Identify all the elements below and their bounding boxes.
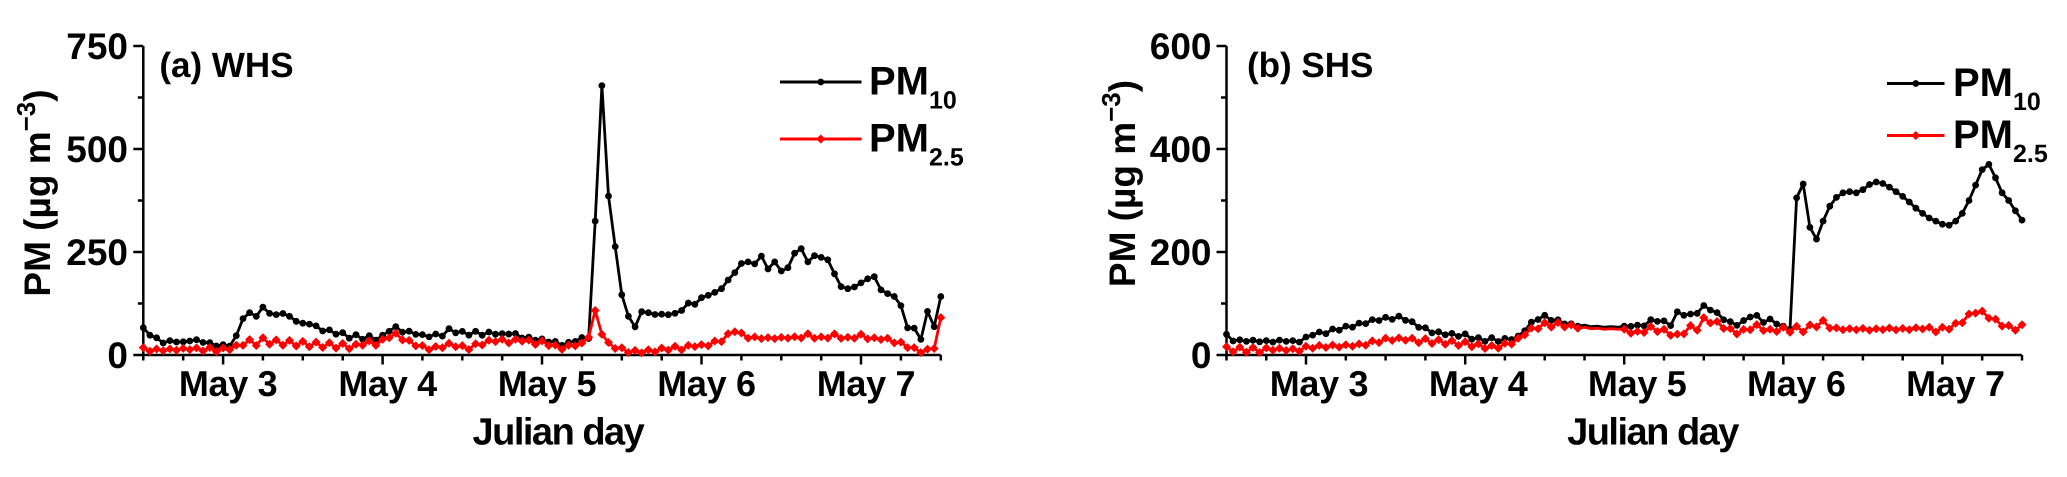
svg-text:May 4: May 4	[338, 363, 437, 404]
svg-text:500: 500	[66, 129, 128, 170]
svg-text:May 7: May 7	[1906, 363, 2005, 404]
svg-text:Julian day: Julian day	[472, 412, 644, 454]
svg-text:May 7: May 7	[817, 363, 916, 404]
svg-text:750: 750	[66, 26, 128, 67]
svg-text:May 5: May 5	[498, 363, 597, 404]
svg-text:May 3: May 3	[1270, 363, 1369, 404]
svg-text:May 6: May 6	[1747, 363, 1846, 404]
svg-text:200: 200	[1150, 232, 1212, 273]
svg-text:Julian day: Julian day	[1567, 412, 1739, 454]
svg-text:250: 250	[66, 232, 128, 273]
svg-text:(b) SHS: (b) SHS	[1247, 46, 1373, 85]
svg-text:May 3: May 3	[179, 363, 278, 404]
svg-text:0: 0	[1191, 335, 1212, 376]
svg-text:0: 0	[107, 335, 128, 376]
svg-text:400: 400	[1150, 129, 1212, 170]
svg-text:May 5: May 5	[1588, 363, 1687, 404]
svg-text:May 6: May 6	[657, 363, 756, 404]
svg-text:600: 600	[1150, 26, 1212, 67]
svg-text:(a) WHS: (a) WHS	[159, 46, 293, 85]
svg-text:May 4: May 4	[1429, 363, 1528, 404]
